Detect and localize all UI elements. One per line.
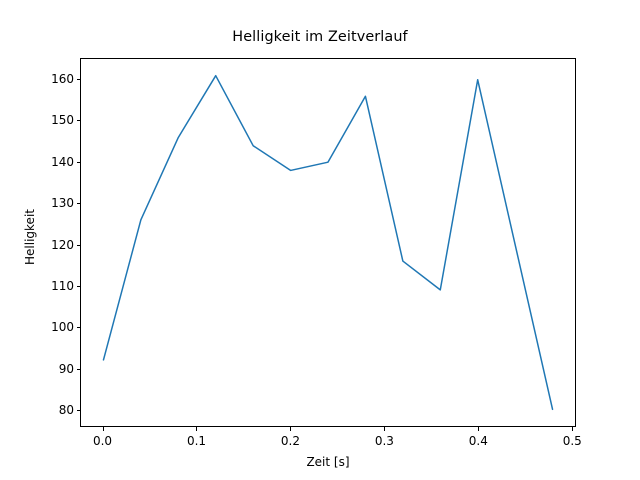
plot-svg — [102, 74, 554, 411]
y-tick-mark — [76, 120, 80, 122]
x-tick-mark — [572, 427, 574, 431]
y-tick-label: 140 — [51, 154, 74, 169]
x-tick-mark — [102, 427, 104, 431]
chart-title: Helligkeit im Zeitverlauf — [232, 29, 408, 45]
x-tick-label: 0.4 — [468, 434, 488, 448]
y-tick-label: 100 — [51, 320, 74, 335]
y-tick-mark — [76, 203, 80, 205]
data-series-line — [102, 74, 554, 411]
x-tick-mark — [384, 427, 386, 431]
y-tick-mark — [76, 244, 80, 246]
y-tick-label: 120 — [51, 237, 74, 252]
y-tick-label: 110 — [51, 278, 74, 293]
x-tick-label: 0.2 — [280, 434, 300, 448]
y-tick-mark — [76, 78, 80, 80]
plot-area — [80, 58, 576, 427]
y-tick-mark — [76, 161, 80, 163]
x-tick-mark — [478, 427, 480, 431]
y-tick-mark — [76, 410, 80, 412]
y-tick-mark — [76, 285, 80, 287]
y-tick-mark — [76, 368, 80, 370]
y-tick-label: 160 — [51, 71, 74, 86]
x-tick-mark — [290, 427, 292, 431]
y-tick-label: 150 — [51, 113, 74, 128]
y-tick-label: 130 — [51, 196, 74, 211]
x-axis-label: Zeit [s] — [306, 455, 350, 469]
y-tick-label: 90 — [58, 361, 74, 376]
y-tick-mark — [76, 327, 80, 329]
x-tick-label: 0.5 — [562, 434, 582, 448]
x-tick-label: 0.0 — [92, 434, 113, 448]
x-tick-label: 0.1 — [186, 434, 207, 448]
y-tick-label: 80 — [58, 403, 74, 418]
x-tick-mark — [196, 427, 198, 431]
x-tick-label: 0.3 — [374, 434, 394, 448]
